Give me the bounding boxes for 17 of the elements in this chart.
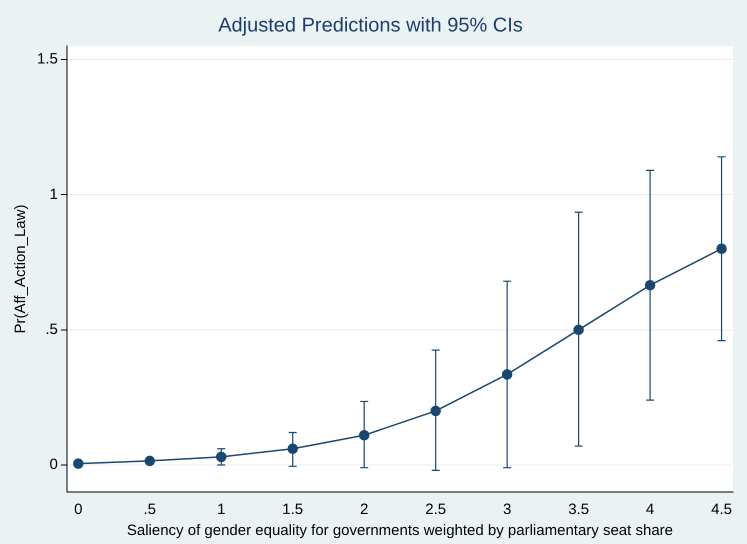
x-tick-label: 4.5 <box>711 501 732 518</box>
x-tick-label: 2 <box>360 501 368 518</box>
y-axis-title: Pr(Aff_Action_Law) <box>12 204 30 334</box>
x-tick-label: 4 <box>646 501 654 518</box>
x-tick-label: 1 <box>217 501 226 518</box>
x-tick-label: 2.5 <box>425 501 446 518</box>
y-tick-label: 0 <box>50 456 58 474</box>
y-tick-label: 1.5 <box>36 50 58 68</box>
x-tick-label: .5 <box>144 501 156 518</box>
x-tick-label: 1.5 <box>282 501 304 518</box>
chart-title: Adjusted Predictions with 95% CIs <box>218 14 523 37</box>
x-tick-label: 3.5 <box>568 501 590 518</box>
x-tick-label: 3 <box>502 501 512 518</box>
x-tick-label: 0 <box>74 501 82 518</box>
x-axis-title: Saliency of gender equality for governments weighted by parliamentary seat share <box>126 522 673 540</box>
y-tick-label: 1 <box>50 186 58 203</box>
y-tick-label: .5 <box>45 320 58 338</box>
